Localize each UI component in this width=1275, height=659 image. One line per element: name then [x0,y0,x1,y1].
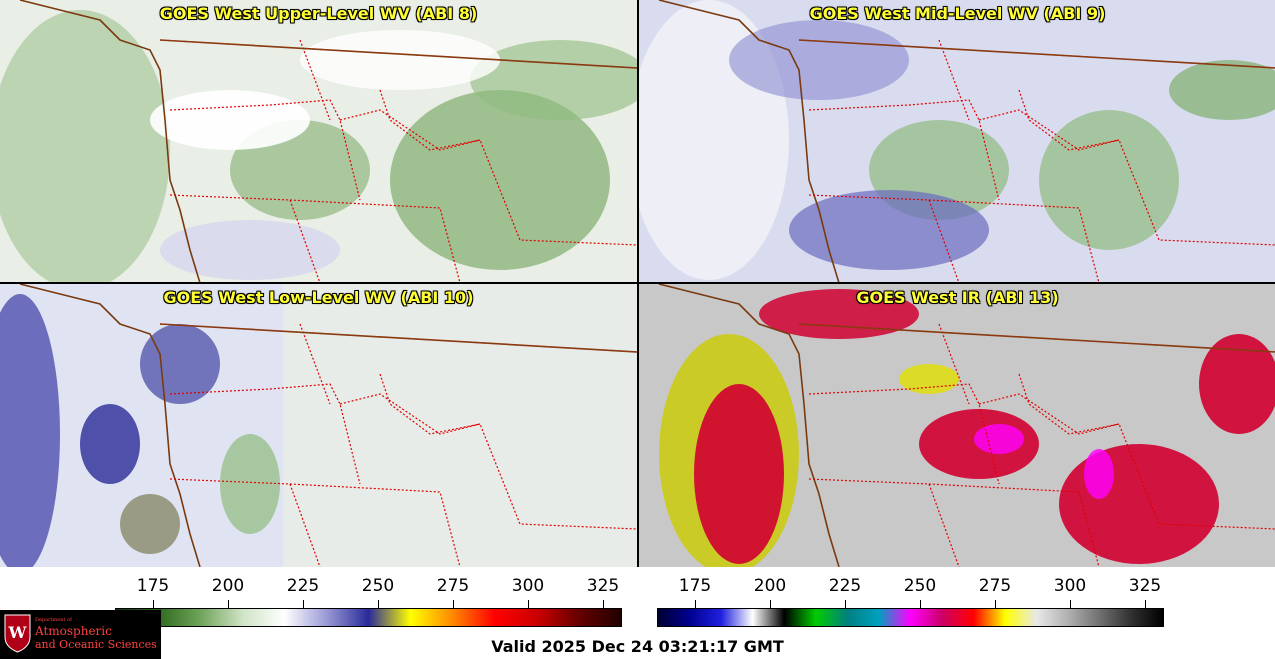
coastline [658,0,840,283]
valid-time: Valid 2025 Dec 24 03:21:17 GMT [491,637,784,656]
state-border [928,199,960,283]
state-border [169,478,461,567]
state-border [808,99,1000,201]
colorbar-tick-label: 225 [828,576,862,596]
state-border [299,323,331,405]
panel-title: GOES West Mid-Level WV (ABI 9) [809,4,1106,23]
state-border [339,109,637,246]
colorbar-tick-label: 275 [436,576,470,596]
state-border [928,483,960,567]
colorbar-tick-mark [228,600,229,608]
panel-mid-wv: GOES West Mid-Level WV (ABI 9) [639,0,1275,283]
colorbar-tick-mark [695,600,696,608]
panel-ir: GOES West IR (ABI 13) [639,284,1275,567]
colorbar-tick-label: 275 [978,576,1012,596]
state-border [169,99,361,201]
state-border [379,373,481,435]
colorbar-tick-mark [303,600,304,608]
map-overlay [658,0,1275,283]
colorbar-tick-mark [770,600,771,608]
logo-name-line1: Atmospheric [35,624,112,638]
coastline [658,284,840,567]
coastline [19,0,201,283]
colorbar-tick-label: 300 [1053,576,1087,596]
state-border [808,194,1100,283]
state-border [169,383,361,485]
panel-divider-horizontal [0,282,1275,284]
colorbar-tick-label: 250 [903,576,937,596]
colorbar-tick-mark [845,600,846,608]
mid-wv-image [639,0,1275,283]
state-border [1018,89,1120,151]
colorbar-tick-mark [995,600,996,608]
colorbar-tick-label: 300 [511,576,545,596]
colorbar-tick-label: 325 [1128,576,1162,596]
logo-dept-line: Department of [35,617,72,623]
ir-image [639,284,1275,567]
panel-title: GOES West Upper-Level WV (ABI 8) [159,4,478,23]
wv-colorbar [115,608,622,627]
panel-low-wv: GOES West Low-Level WV (ABI 10) [0,284,637,567]
state-border [978,109,1275,246]
map-overlay [19,284,637,567]
upper-wv-image [0,0,637,283]
international-border [159,323,637,353]
colorbar-tick-mark [920,600,921,608]
colorbar-tick-mark [1145,600,1146,608]
colorbar-tick-label: 200 [753,576,787,596]
uw-crest-icon: W [4,614,31,653]
state-border [808,383,1000,485]
colorbar-tick-mark [528,600,529,608]
colorbar-tick-label: 250 [361,576,395,596]
colorbar-tick-mark [378,600,379,608]
colorbar-tick-mark [453,600,454,608]
state-border [289,483,321,567]
coastline [19,284,201,567]
state-border [169,194,461,283]
colorbar-tick-label: 200 [211,576,245,596]
logo-name-line2: and Oceanic Sciences [35,638,157,651]
colorbar-tick-mark [153,600,154,608]
state-border [808,478,1100,567]
colorbar-tick-label: 175 [136,576,170,596]
low-wv-image [0,284,637,567]
svg-text:W: W [8,623,28,642]
international-border [798,39,1275,69]
colorbar-tick-mark [1070,600,1071,608]
state-border [339,393,637,530]
colorbar-tick-label: 175 [678,576,712,596]
state-border [978,393,1275,530]
international-border [159,39,637,69]
international-border [798,323,1275,353]
panel-title: GOES West Low-Level WV (ABI 10) [163,288,474,307]
ir-colorbar [657,608,1164,627]
colorbar-tick-mark [603,600,604,608]
colorbar-tick-label: 225 [286,576,320,596]
map-overlay [658,284,1275,567]
state-border [289,199,321,283]
panel-title: GOES West IR (ABI 13) [856,288,1059,307]
uw-aos-logo: W Department of Atmospheric and Oceanic … [0,610,161,659]
panel-upper-wv: GOES West Upper-Level WV (ABI 8) [0,0,637,283]
state-border [379,89,481,151]
state-border [1018,373,1120,435]
map-overlay [19,0,637,283]
colorbar-tick-label: 325 [586,576,620,596]
